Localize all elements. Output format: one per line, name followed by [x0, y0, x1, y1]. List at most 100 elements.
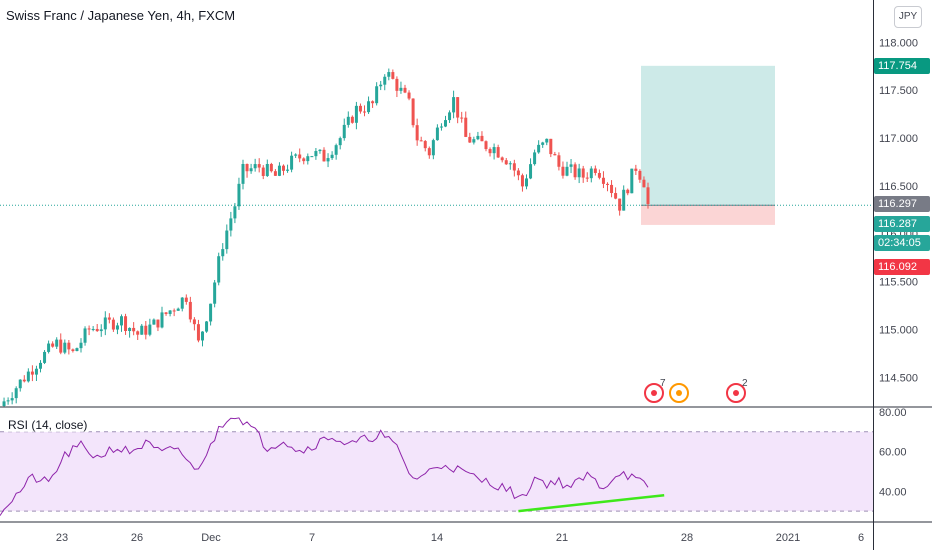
candle [43, 350, 47, 365]
candle [569, 159, 573, 174]
candle-body [257, 164, 261, 168]
candle [593, 165, 597, 176]
candle [241, 159, 245, 190]
candle [298, 148, 302, 163]
candle [318, 149, 322, 154]
candle [87, 325, 91, 336]
candle-body [290, 155, 294, 170]
candle [601, 171, 605, 189]
candle-body [277, 165, 281, 176]
candle-body [172, 310, 176, 312]
candle [273, 169, 277, 177]
candle [39, 360, 42, 373]
candle [488, 147, 492, 157]
candle-body [537, 144, 541, 153]
time-tick-label: 23 [56, 532, 68, 544]
candle-body [103, 317, 107, 330]
candle [557, 152, 561, 171]
candle [371, 100, 375, 108]
candle-body [152, 319, 156, 325]
candle-body [34, 368, 38, 375]
rsi-tick-label: 40.00 [879, 486, 907, 498]
rsi-tick-label: 60.00 [879, 447, 907, 459]
candle [358, 103, 362, 114]
rsi-title: RSI (14, close) [6, 418, 90, 432]
candle [642, 176, 646, 188]
candle [541, 141, 545, 148]
candle-body [638, 170, 642, 180]
candle [75, 347, 79, 352]
candle-body [411, 98, 415, 126]
candle [156, 319, 160, 332]
time-tick-label: 21 [556, 532, 568, 544]
candle-body [585, 177, 589, 179]
candle-body [391, 72, 395, 79]
candle [419, 136, 423, 142]
candle [500, 156, 504, 163]
candle-body [354, 105, 358, 123]
candle-body [427, 148, 431, 156]
candle [334, 143, 338, 160]
candle [294, 153, 298, 158]
candle [310, 155, 314, 158]
candle [132, 322, 136, 336]
candle-body [525, 178, 528, 187]
candle [99, 324, 103, 337]
position-zones [0, 65, 873, 225]
time-tick-label: 14 [431, 532, 443, 544]
price-tick-label: 118.000 [879, 37, 918, 49]
candle [314, 147, 318, 160]
candle-body [492, 147, 496, 154]
candle-body [184, 297, 188, 302]
rsi-line [0, 417, 649, 516]
candle-body [164, 312, 168, 314]
currency-button[interactable]: JPY [894, 6, 922, 28]
candle-body [346, 116, 350, 125]
candle-body [379, 84, 383, 87]
candle [79, 338, 83, 353]
candle-body [342, 124, 346, 139]
price-tick-label: 115.000 [879, 324, 918, 336]
candle [634, 164, 638, 175]
candle [533, 149, 537, 166]
candle [638, 169, 642, 183]
candle-body [306, 156, 310, 162]
candle-body [148, 324, 152, 335]
candle [383, 74, 387, 91]
candle [286, 164, 290, 173]
candle [213, 279, 217, 308]
candle-body [444, 120, 447, 127]
candle [614, 187, 618, 200]
candle [164, 312, 168, 316]
candle [217, 252, 221, 286]
candle [2, 397, 6, 407]
time-tick-label: 26 [131, 532, 143, 544]
candle [140, 323, 144, 335]
candle-body [120, 316, 123, 326]
candle-body [217, 256, 221, 283]
candle-body [480, 135, 484, 142]
candle-body [91, 328, 95, 330]
candle-body [229, 218, 233, 231]
candle [51, 341, 55, 348]
candle [209, 303, 213, 326]
candle [367, 96, 371, 114]
candle [245, 163, 249, 178]
event-dot [676, 390, 682, 396]
candle [468, 132, 472, 143]
candle-body [294, 154, 298, 156]
candle [375, 82, 379, 106]
candle-body [75, 348, 79, 352]
candle-body [642, 179, 646, 188]
candle [622, 185, 626, 211]
candle [176, 307, 180, 311]
candle [630, 168, 634, 194]
candle-body [107, 317, 111, 320]
candle-body [375, 86, 379, 104]
candle-body [192, 319, 196, 325]
candle-body [601, 177, 605, 184]
candle-body [529, 164, 533, 179]
candle [399, 81, 403, 94]
candle-body [448, 112, 452, 121]
candle-body [415, 125, 419, 141]
